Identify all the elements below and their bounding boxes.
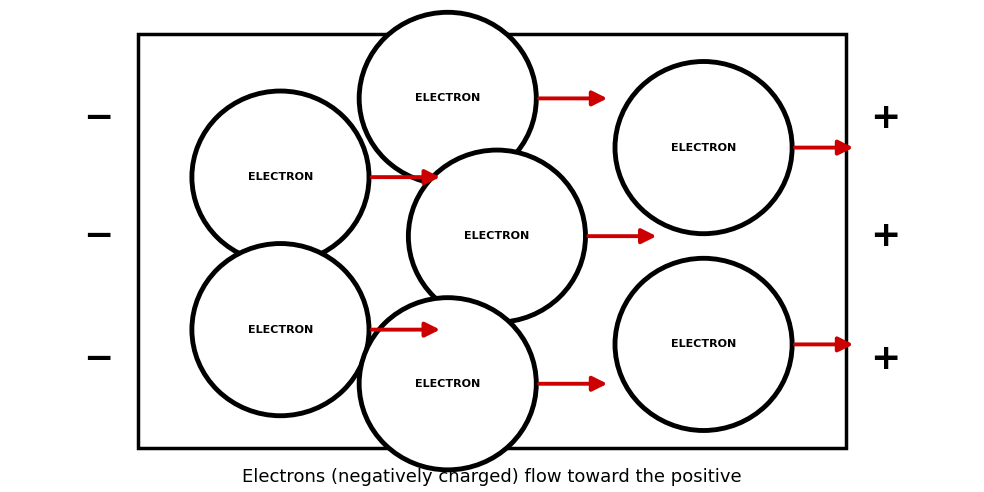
- Bar: [138, 34, 846, 448]
- Text: +: +: [871, 219, 900, 253]
- Text: −: −: [84, 219, 113, 253]
- Text: ELECTRON: ELECTRON: [415, 379, 480, 389]
- Text: −: −: [84, 342, 113, 376]
- Ellipse shape: [359, 12, 536, 184]
- Text: −: −: [84, 101, 113, 135]
- Ellipse shape: [615, 258, 792, 430]
- Text: +: +: [871, 342, 900, 376]
- Text: ELECTRON: ELECTRON: [671, 143, 736, 153]
- Ellipse shape: [192, 91, 369, 263]
- Text: ELECTRON: ELECTRON: [248, 325, 313, 335]
- Text: ELECTRON: ELECTRON: [464, 231, 529, 241]
- Text: Electrons (negatively charged) flow toward the positive: Electrons (negatively charged) flow towa…: [242, 468, 742, 486]
- Ellipse shape: [408, 150, 585, 322]
- Ellipse shape: [615, 62, 792, 234]
- Ellipse shape: [359, 298, 536, 470]
- Text: ELECTRON: ELECTRON: [248, 172, 313, 182]
- Text: ELECTRON: ELECTRON: [415, 93, 480, 103]
- Ellipse shape: [192, 244, 369, 416]
- Text: +: +: [871, 101, 900, 135]
- Text: ELECTRON: ELECTRON: [671, 339, 736, 349]
